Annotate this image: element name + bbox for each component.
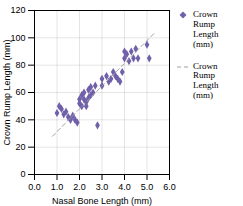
svg-text:3.0: 3.0 bbox=[96, 182, 109, 192]
svg-text:1.0: 1.0 bbox=[51, 182, 64, 192]
svg-text:60: 60 bbox=[15, 87, 25, 97]
svg-text:Crown Rump Length (mm): Crown Rump Length (mm) bbox=[2, 39, 12, 145]
svg-text:0: 0 bbox=[20, 169, 25, 179]
svg-text:120: 120 bbox=[10, 5, 25, 15]
html-text:Crown Rump Length (mm): Crown Rump Length (mm) bbox=[193, 60, 219, 101]
svg-text:4.0: 4.0 bbox=[118, 182, 131, 192]
svg-text:20: 20 bbox=[15, 142, 25, 152]
svg-text:5.0: 5.0 bbox=[141, 182, 154, 192]
svg-text:0.0: 0.0 bbox=[28, 182, 41, 192]
svg-text:6.0: 6.0 bbox=[163, 182, 176, 192]
svg-text:100: 100 bbox=[10, 33, 25, 43]
svg-text:2.0: 2.0 bbox=[73, 182, 86, 192]
html-text:Crown Rump Length (mm): Crown Rump Length (mm) bbox=[193, 9, 219, 49]
svg-text:80: 80 bbox=[15, 60, 25, 70]
svg-text:40: 40 bbox=[15, 115, 25, 125]
svg-text:Nasal Bone Length (mm): Nasal Bone Length (mm) bbox=[52, 196, 152, 206]
